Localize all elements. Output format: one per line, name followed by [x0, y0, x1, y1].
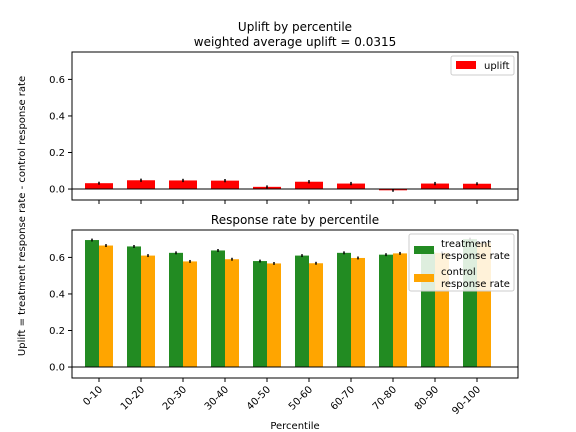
response-plot-area: 0.00.20.40.60-10 10-20 20-30 30-40 40-50 50-6…: [49, 229, 519, 417]
y-tick-label: 0.0: [49, 363, 65, 374]
bar: [169, 180, 197, 190]
bar: [351, 257, 365, 368]
y-tick-label: 0.0: [49, 185, 65, 196]
uplift-chart-title: Uplift by percentile: [238, 20, 352, 34]
bar: [211, 180, 239, 190]
bar: [421, 183, 449, 190]
bar: [99, 245, 113, 368]
response-chart-title: Response rate by percentile: [211, 213, 379, 227]
uplift-chart-subtitle: weighted average uplift = 0.0315: [194, 35, 397, 49]
bar: [183, 261, 197, 368]
y-tick-label: 0.4: [49, 111, 65, 122]
y-tick-label: 0.2: [49, 326, 65, 337]
legend-entry: treatment response rate: [441, 239, 510, 262]
legend-swatch: [414, 246, 434, 254]
bar: [379, 254, 393, 368]
legend-entry: uplift: [484, 61, 510, 72]
bar: [337, 183, 365, 190]
bar: [309, 263, 323, 368]
uplift-plot-area: 0.0 0.2 0.4 0.6 uplift: [49, 51, 519, 204]
legend: uplift: [450, 55, 515, 76]
bar: [253, 261, 267, 368]
bar: [169, 252, 183, 368]
bar: [295, 255, 309, 368]
y-tick-label: 0.2: [49, 148, 65, 159]
bar: [127, 180, 155, 190]
bar: [127, 246, 141, 368]
shared-y-axis-label: Uplift = treatment response rate - contr…: [17, 76, 28, 356]
y-tick-label: 0.6: [49, 253, 65, 264]
axes-frame: [71, 51, 519, 201]
bar: [211, 250, 225, 368]
legend-entry: control response rate: [441, 267, 510, 290]
bar: [85, 240, 99, 368]
bar: [141, 255, 155, 368]
legend-box: [450, 55, 515, 76]
axes-frame: [71, 229, 519, 379]
legend-swatch: [456, 61, 476, 69]
y-tick-label: 0.6: [49, 75, 65, 86]
bar: [225, 259, 239, 368]
bar: [337, 252, 351, 368]
bar: [85, 183, 113, 190]
bar: [393, 253, 407, 368]
legend-swatch: [414, 274, 434, 282]
y-tick-label: 0.4: [49, 289, 65, 300]
legend: treatment response rate control response ra…: [408, 233, 515, 292]
legend-box: [408, 233, 515, 292]
bar: [463, 183, 491, 190]
bar: [267, 263, 281, 368]
x-axis-label: Percentile: [270, 421, 319, 432]
bar: [295, 181, 323, 190]
